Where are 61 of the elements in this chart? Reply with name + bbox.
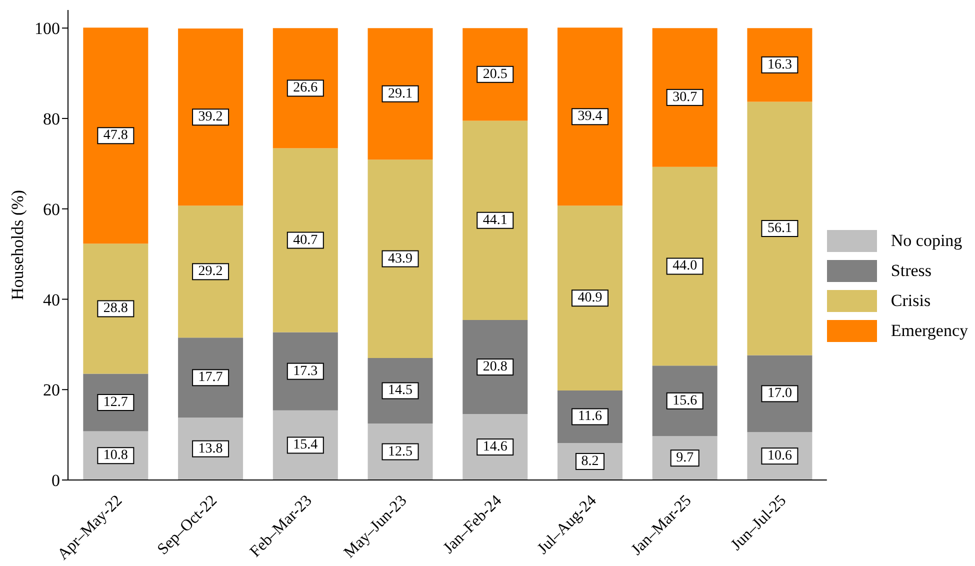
y-tick-label: 40 — [43, 290, 60, 310]
data-label: 17.7 — [198, 370, 223, 386]
bar — [652, 28, 718, 167]
data-label: 9.7 — [676, 450, 694, 466]
bar — [272, 332, 338, 410]
data-label: 11.6 — [578, 409, 602, 424]
data-label: 12.5 — [388, 444, 413, 460]
data-label: 12.7 — [103, 394, 128, 410]
bar — [747, 102, 812, 356]
data-label: 29.1 — [388, 86, 413, 102]
bar — [652, 166, 718, 366]
data-label: 10.8 — [103, 448, 128, 464]
data-label: 40.7 — [293, 232, 318, 248]
data-label: 44.0 — [672, 258, 698, 274]
bar — [368, 160, 433, 358]
data-label: 26.6 — [293, 80, 318, 96]
y-axis-title: Households (%) — [8, 190, 28, 300]
bar — [557, 28, 622, 206]
data-label: 15.6 — [672, 393, 698, 408]
data-label: 44.1 — [482, 212, 508, 228]
data-label: 20.5 — [482, 66, 508, 82]
data-label: 40.9 — [578, 290, 602, 306]
bar — [83, 28, 148, 244]
legend-label: No coping — [890, 231, 962, 251]
bar — [368, 28, 433, 160]
data-label: 8.2 — [581, 454, 599, 469]
bar — [178, 28, 244, 206]
y-tick-label: 100 — [34, 19, 60, 38]
data-label: 39.4 — [578, 109, 602, 124]
bar — [83, 244, 148, 374]
bar — [462, 120, 528, 320]
data-label: 15.4 — [293, 438, 318, 453]
data-label: 28.8 — [103, 301, 128, 316]
legend-label: Emergency — [890, 321, 968, 341]
data-label: 14.5 — [388, 383, 413, 398]
bar — [178, 338, 244, 418]
y-tick-label: 0 — [52, 471, 60, 490]
bar — [462, 28, 528, 121]
bar — [272, 148, 338, 332]
data-label: 43.9 — [388, 251, 413, 266]
bar — [557, 206, 622, 391]
y-tick-label: 80 — [43, 109, 60, 128]
data-label: 14.6 — [482, 440, 508, 455]
bar — [272, 28, 338, 148]
data-label: 13.8 — [198, 441, 223, 456]
data-label: 30.7 — [672, 90, 698, 105]
bar — [462, 320, 528, 414]
legend-label: Crisis — [890, 291, 931, 311]
data-label: 17.3 — [293, 364, 318, 379]
y-tick-label: 60 — [43, 200, 60, 219]
data-label: 17.0 — [767, 386, 792, 402]
data-label: 47.8 — [103, 128, 128, 144]
legend-label: Stress — [890, 261, 932, 281]
data-label: 20.8 — [482, 360, 508, 375]
data-label: 56.1 — [767, 221, 792, 236]
data-label: 29.2 — [198, 264, 223, 280]
data-label: 10.6 — [767, 448, 792, 464]
y-tick-label: 20 — [43, 380, 60, 400]
data-label: 39.2 — [198, 110, 223, 125]
bar — [178, 206, 244, 338]
data-label: 16.3 — [767, 57, 792, 72]
